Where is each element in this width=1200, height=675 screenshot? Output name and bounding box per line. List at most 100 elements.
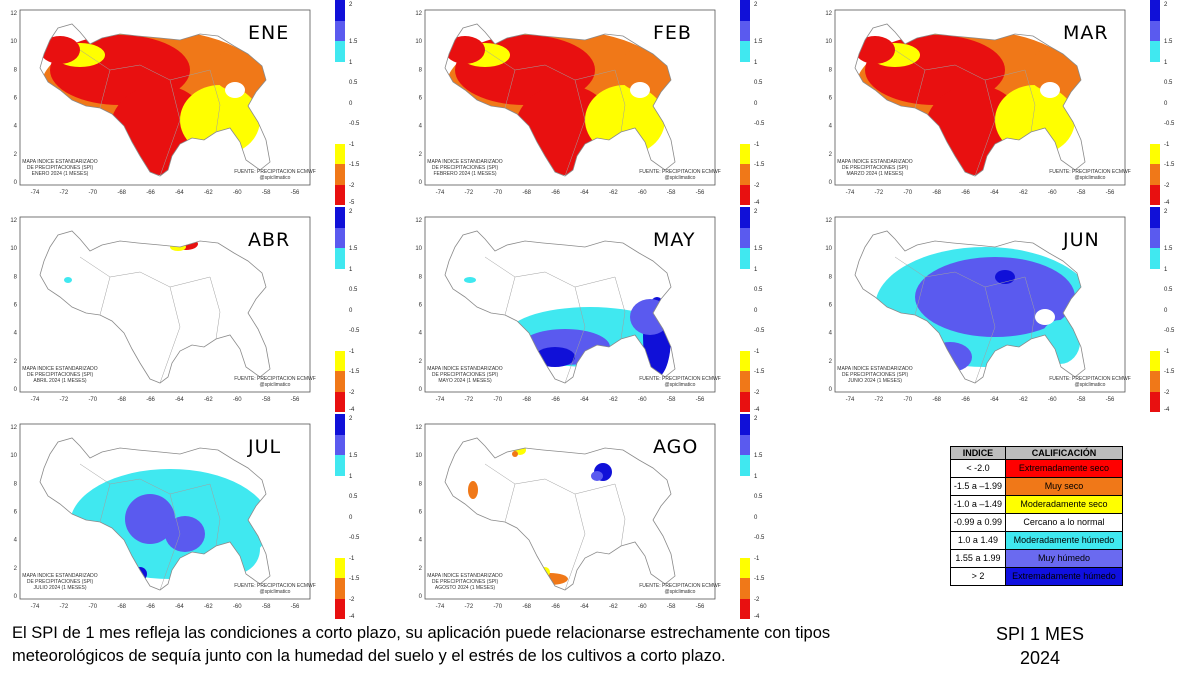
colorbar-tick: 2 [754,416,758,422]
colorbar-tick: -0.5 [754,328,765,334]
x-tick-label: -70 [903,397,912,403]
colorbar [335,414,345,619]
y-tick-label: 0 [14,180,18,186]
x-tick-label: -66 [551,397,560,403]
colorbar-segment [1150,207,1160,228]
legend-row: < -2.0 Extremadamente seco [950,459,1124,478]
y-tick-label: 0 [419,594,423,600]
spi-map-panel-abr: -74 -72 -70 -68 -66 -64 -62 -60 -58 -56 12 10 8 6 4 2 0 M… [0,207,385,417]
colorbar-segment [335,0,345,21]
x-tick-label: -70 [88,397,97,403]
map-svg: -74 -72 -70 -68 -66 -64 -62 -60 -58 -56 12 10 8 6 4 2 0 M… [10,216,316,403]
month-label: FEB [653,22,692,44]
y-tick-label: 10 [10,39,17,45]
spi-map-panel-ago: -74 -72 -70 -68 -66 -64 -62 -60 -58 -56 12 10 8 6 4 2 0 M… [405,414,790,624]
colorbar-segment [1150,289,1160,310]
colorbar-segment [740,123,750,144]
x-tick-label: -56 [291,190,300,196]
colorbar-segment [740,557,750,578]
legend-class: Extremadamente seco [1004,459,1124,478]
colorbar-tick: -1 [349,555,355,562]
colorbar-tick: -4 [349,407,355,413]
map-source-line: @spiclimatico [260,382,291,388]
y-tick-label: 6 [14,510,18,516]
spi-region [64,277,72,283]
spi-region [995,85,1075,155]
colorbar-segment [1150,164,1160,185]
map-source-line: FUENTE: PRECIPITACION ECMWF [234,376,316,382]
colorbar-tick: 1.5 [754,246,763,252]
y-tick-label: 10 [10,246,17,252]
month-label: AGO [653,436,699,458]
y-tick-label: 10 [825,246,832,252]
colorbar [335,207,345,412]
y-tick-label: 2 [14,359,18,365]
colorbar-tick: -1.5 [349,162,360,168]
x-tick-label: -70 [88,604,97,610]
colorbar-segment [740,455,750,476]
colorbar-segment [1150,143,1160,164]
colorbar-tick: -1.5 [1164,162,1175,168]
state-border [564,286,586,384]
map-source-line: @spiclimatico [260,175,291,181]
state-border [159,493,181,591]
state-border [209,276,221,340]
map-source-line: FUENTE: PRECIPITACION ECMWF [639,583,721,589]
colorbar-tick: -4 [754,407,760,413]
caption-text: El SPI de 1 mes refleja las condiciones … [12,624,831,665]
y-tick-label: 2 [419,359,423,365]
month-label: ENE [248,22,290,44]
map-title-line: AGOSTO 2024 (1 MESES) [435,585,496,591]
colorbar-segment [335,227,345,248]
x-tick-label: -68 [522,397,531,403]
colorbar-tick: -1.5 [349,369,360,375]
colorbar-segment [335,475,345,496]
colorbar [1150,207,1160,412]
colorbar [335,0,345,205]
colorbar-segment [740,289,750,310]
state-border [564,493,586,591]
colorbar-segment [335,82,345,103]
colorbar-tick: -1 [1164,348,1170,355]
map-svg: -74 -72 -70 -68 -66 -64 -62 -60 -58 -56 12 10 8 6 4 2 0 M… [825,216,1131,403]
legend-class: Moderadamente húmedo [1004,531,1124,550]
colorbar [740,207,750,412]
colorbar-segment [740,143,750,164]
country-outline [444,437,676,591]
y-tick-label: 6 [419,303,423,309]
map-title-line: MAPA INDICE ESTANDARIZADO [427,366,502,372]
spi-region [591,471,603,481]
map-source-line: FUENTE: PRECIPITACION ECMWF [639,376,721,382]
x-tick-label: -72 [60,190,69,196]
colorbar-tick: -4 [754,200,760,206]
x-tick-label: -70 [88,190,97,196]
x-tick-label: -68 [117,604,126,610]
map-frame [424,423,716,600]
colorbar-segment [1150,371,1160,392]
spi-map-panel-feb: -74 -72 -70 -68 -66 -64 -62 -60 -58 -56 12 10 8 6 4 2 0 M… [405,0,790,210]
map-source-line: @spiclimatico [1075,175,1106,181]
colorbar-segment [740,578,750,599]
colorbar-segment [740,434,750,455]
x-tick-label: -56 [696,190,705,196]
y-tick-label: 12 [415,11,422,17]
map-source-line: FUENTE: PRECIPITACION ECMWF [1049,169,1131,175]
colorbar-segment [335,102,345,123]
colorbar-segment [335,455,345,476]
colorbar-tick: 0.5 [754,287,763,293]
y-tick-label: 2 [419,152,423,158]
x-tick-label: -70 [493,190,502,196]
colorbar-segment [1150,82,1160,103]
legend-header-row: INDICE CALIFICACIÓN [950,446,1124,460]
colorbar-segment [335,371,345,392]
legend-index: < -2.0 [950,459,1006,478]
colorbar-segment [335,248,345,269]
y-tick-label: 4 [829,124,833,130]
colorbar-tick: -2 [754,182,760,189]
spi-title: SPI 1 MES 2024 [985,622,1095,670]
colorbar-segment [335,309,345,330]
colorbar-tick: -1.5 [754,369,765,375]
colorbar-tick: 2 [754,2,758,8]
colorbar-tick: 1 [1164,266,1168,273]
x-tick-label: -58 [262,604,271,610]
